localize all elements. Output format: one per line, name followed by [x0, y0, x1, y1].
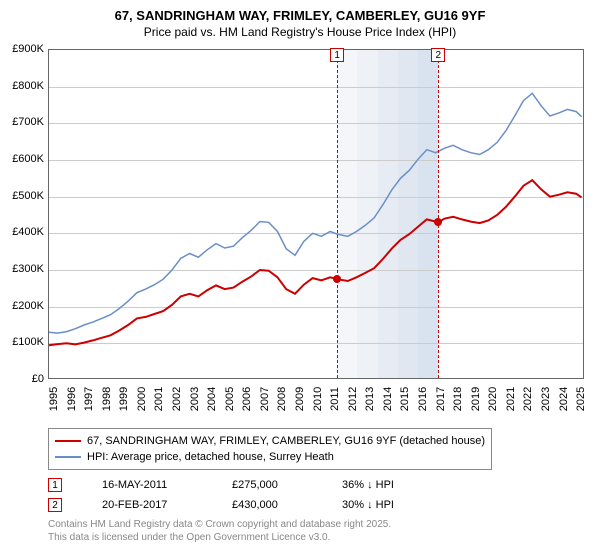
sale-marker-badge: 2	[431, 48, 445, 62]
legend-box: 67, SANDRINGHAM WAY, FRIMLEY, CAMBERLEY,…	[48, 428, 492, 470]
chart-lines	[49, 50, 583, 378]
x-axis-label: 2008	[276, 387, 288, 411]
y-axis-label: £800K	[10, 80, 44, 92]
sale-row: 1 16-MAY-2011 £275,000 36% ↓ HPI	[48, 478, 588, 492]
series-hpi	[49, 93, 582, 333]
x-axis-label: 2022	[522, 387, 534, 411]
x-axis-label: 2009	[294, 387, 306, 411]
sale-marker-badge: 1	[330, 48, 344, 62]
x-axis-label: 2017	[435, 387, 447, 411]
x-axis-label: 2023	[540, 387, 552, 411]
legend-item: HPI: Average price, detached house, Surr…	[55, 449, 485, 465]
x-axis-label: 2024	[558, 387, 570, 411]
x-axis-label: 2001	[153, 387, 165, 411]
y-axis-label: £700K	[10, 116, 44, 128]
x-axis-label: 2004	[206, 387, 218, 411]
sale-num-badge: 1	[48, 478, 62, 492]
title-subtitle: Price paid vs. HM Land Registry's House …	[4, 25, 596, 39]
attribution-line2: This data is licensed under the Open Gov…	[48, 531, 588, 544]
sale-date: 16-MAY-2011	[102, 479, 192, 491]
x-axis-label: 2019	[470, 387, 482, 411]
sale-row: 2 20-FEB-2017 £430,000 30% ↓ HPI	[48, 498, 588, 512]
chart-title: 67, SANDRINGHAM WAY, FRIMLEY, CAMBERLEY,…	[0, 0, 600, 43]
x-axis-label: 2014	[382, 387, 394, 411]
x-axis-label: 2020	[487, 387, 499, 411]
sale-marker-line	[438, 50, 439, 378]
legend-swatch	[55, 456, 81, 458]
sale-rows: 1 16-MAY-2011 £275,000 36% ↓ HPI 2 20-FEB-201…	[48, 478, 588, 512]
y-axis-label: £500K	[10, 190, 44, 202]
title-address: 67, SANDRINGHAM WAY, FRIMLEY, CAMBERLEY,…	[4, 8, 596, 23]
x-axis-label: 2016	[417, 387, 429, 411]
x-axis-label: 2000	[136, 387, 148, 411]
x-axis-label: 1996	[66, 387, 78, 411]
attribution-line1: Contains HM Land Registry data © Crown c…	[48, 518, 588, 531]
series-price_paid	[49, 180, 582, 345]
sale-dot	[434, 218, 442, 226]
plot-region: 12	[48, 49, 584, 379]
sale-marker-line	[337, 50, 338, 378]
x-axis-label: 1999	[118, 387, 130, 411]
sale-date: 20-FEB-2017	[102, 499, 192, 511]
sale-dot	[333, 275, 341, 283]
attribution: Contains HM Land Registry data © Crown c…	[48, 518, 588, 544]
legend-block: 67, SANDRINGHAM WAY, FRIMLEY, CAMBERLEY,…	[48, 428, 588, 544]
y-axis-label: £200K	[10, 300, 44, 312]
y-axis-label: £600K	[10, 153, 44, 165]
x-axis-label: 2007	[259, 387, 271, 411]
x-axis-label: 2003	[189, 387, 201, 411]
sale-pct: 30% ↓ HPI	[342, 499, 432, 511]
legend-item: 67, SANDRINGHAM WAY, FRIMLEY, CAMBERLEY,…	[55, 433, 485, 449]
sale-pct: 36% ↓ HPI	[342, 479, 432, 491]
x-axis-label: 2021	[505, 387, 517, 411]
legend-label: 67, SANDRINGHAM WAY, FRIMLEY, CAMBERLEY,…	[87, 433, 485, 449]
x-axis-label: 2013	[364, 387, 376, 411]
x-axis-label: 2010	[312, 387, 324, 411]
x-axis-label: 2005	[224, 387, 236, 411]
x-axis-label: 2011	[329, 387, 341, 411]
x-axis-label: 2018	[452, 387, 464, 411]
x-axis-label: 2012	[347, 387, 359, 411]
legend-label: HPI: Average price, detached house, Surr…	[87, 449, 334, 465]
sale-price: £430,000	[232, 499, 302, 511]
x-axis-label: 1995	[48, 387, 60, 411]
y-axis-label: £900K	[10, 43, 44, 55]
x-axis-label: 2015	[399, 387, 411, 411]
x-axis-label: 1998	[101, 387, 113, 411]
sale-num-badge: 2	[48, 498, 62, 512]
chart-area: 12 £0£100K£200K£300K£400K£500K£600K£700K…	[10, 43, 590, 413]
x-axis-label: 2002	[171, 387, 183, 411]
x-axis-label: 2006	[241, 387, 253, 411]
y-axis-label: £400K	[10, 226, 44, 238]
legend-swatch	[55, 440, 81, 442]
y-axis-label: £300K	[10, 263, 44, 275]
sale-price: £275,000	[232, 479, 302, 491]
y-axis-label: £0	[10, 373, 44, 385]
x-axis-label: 2025	[575, 387, 587, 411]
x-axis-label: 1997	[83, 387, 95, 411]
y-axis-label: £100K	[10, 336, 44, 348]
